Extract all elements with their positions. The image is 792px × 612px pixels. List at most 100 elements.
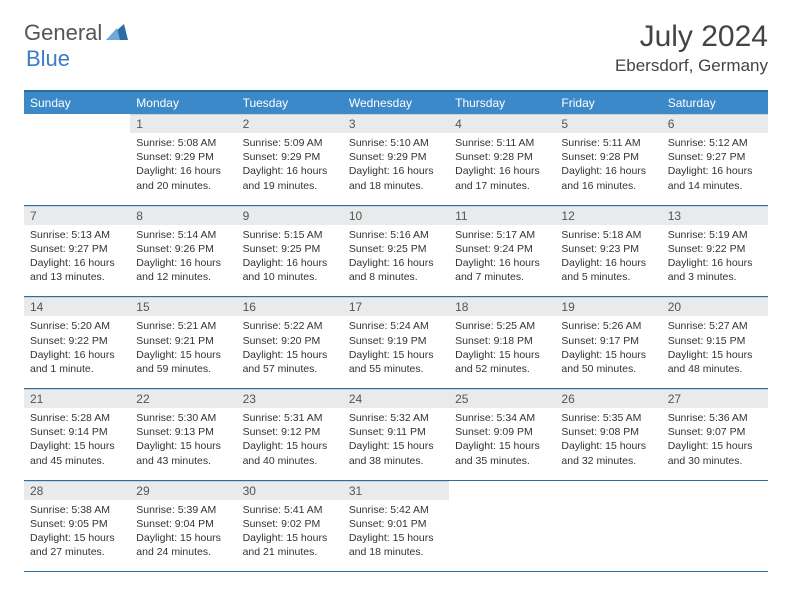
day-details: Sunrise: 5:39 AMSunset: 9:04 PMDaylight:… bbox=[130, 500, 236, 572]
day-details: Sunrise: 5:31 AMSunset: 9:12 PMDaylight:… bbox=[237, 408, 343, 480]
day-number: 30 bbox=[237, 481, 343, 500]
calendar-cell: .. bbox=[555, 480, 661, 572]
day-number: 27 bbox=[662, 389, 768, 408]
calendar-cell: 28Sunrise: 5:38 AMSunset: 9:05 PMDayligh… bbox=[24, 480, 130, 572]
calendar-cell: 16Sunrise: 5:22 AMSunset: 9:20 PMDayligh… bbox=[237, 297, 343, 389]
day-number: 15 bbox=[130, 297, 236, 316]
day-number: 24 bbox=[343, 389, 449, 408]
calendar-cell: .. bbox=[449, 480, 555, 572]
day-number: 19 bbox=[555, 297, 661, 316]
calendar-cell: 21Sunrise: 5:28 AMSunset: 9:14 PMDayligh… bbox=[24, 389, 130, 481]
day-number: 22 bbox=[130, 389, 236, 408]
calendar-cell: 8Sunrise: 5:14 AMSunset: 9:26 PMDaylight… bbox=[130, 205, 236, 297]
calendar-week-row: 28Sunrise: 5:38 AMSunset: 9:05 PMDayligh… bbox=[24, 480, 768, 572]
day-details: Sunrise: 5:42 AMSunset: 9:01 PMDaylight:… bbox=[343, 500, 449, 572]
day-number: 29 bbox=[130, 481, 236, 500]
day-number: 21 bbox=[24, 389, 130, 408]
calendar-cell: 19Sunrise: 5:26 AMSunset: 9:17 PMDayligh… bbox=[555, 297, 661, 389]
day-number: 11 bbox=[449, 206, 555, 225]
calendar-cell: 14Sunrise: 5:20 AMSunset: 9:22 PMDayligh… bbox=[24, 297, 130, 389]
day-number: 31 bbox=[343, 481, 449, 500]
calendar-cell: 20Sunrise: 5:27 AMSunset: 9:15 PMDayligh… bbox=[662, 297, 768, 389]
calendar-week-row: 14Sunrise: 5:20 AMSunset: 9:22 PMDayligh… bbox=[24, 297, 768, 389]
day-details: Sunrise: 5:30 AMSunset: 9:13 PMDaylight:… bbox=[130, 408, 236, 480]
calendar-cell: 11Sunrise: 5:17 AMSunset: 9:24 PMDayligh… bbox=[449, 205, 555, 297]
day-details: Sunrise: 5:28 AMSunset: 9:14 PMDaylight:… bbox=[24, 408, 130, 480]
calendar-cell: 30Sunrise: 5:41 AMSunset: 9:02 PMDayligh… bbox=[237, 480, 343, 572]
location-label: Ebersdorf, Germany bbox=[615, 56, 768, 76]
weekday-header: Tuesday bbox=[237, 91, 343, 114]
page-title: July 2024 bbox=[615, 20, 768, 54]
day-number: 20 bbox=[662, 297, 768, 316]
calendar-cell: 12Sunrise: 5:18 AMSunset: 9:23 PMDayligh… bbox=[555, 205, 661, 297]
calendar-week-row: 7Sunrise: 5:13 AMSunset: 9:27 PMDaylight… bbox=[24, 205, 768, 297]
day-number: 6 bbox=[662, 114, 768, 133]
title-block: July 2024 Ebersdorf, Germany bbox=[615, 20, 768, 76]
day-details: Sunrise: 5:11 AMSunset: 9:28 PMDaylight:… bbox=[449, 133, 555, 205]
calendar-week-row: ..1Sunrise: 5:08 AMSunset: 9:29 PMDaylig… bbox=[24, 114, 768, 205]
day-number: 2 bbox=[237, 114, 343, 133]
calendar-cell: 31Sunrise: 5:42 AMSunset: 9:01 PMDayligh… bbox=[343, 480, 449, 572]
day-details: Sunrise: 5:32 AMSunset: 9:11 PMDaylight:… bbox=[343, 408, 449, 480]
day-details: Sunrise: 5:34 AMSunset: 9:09 PMDaylight:… bbox=[449, 408, 555, 480]
day-details: Sunrise: 5:15 AMSunset: 9:25 PMDaylight:… bbox=[237, 225, 343, 297]
day-details: Sunrise: 5:22 AMSunset: 9:20 PMDaylight:… bbox=[237, 316, 343, 388]
day-number: 26 bbox=[555, 389, 661, 408]
day-number: 12 bbox=[555, 206, 661, 225]
weekday-header: Friday bbox=[555, 91, 661, 114]
day-details: Sunrise: 5:20 AMSunset: 9:22 PMDaylight:… bbox=[24, 316, 130, 388]
day-details: Sunrise: 5:21 AMSunset: 9:21 PMDaylight:… bbox=[130, 316, 236, 388]
day-number: 14 bbox=[24, 297, 130, 316]
calendar-cell: 1Sunrise: 5:08 AMSunset: 9:29 PMDaylight… bbox=[130, 114, 236, 205]
weekday-header: Wednesday bbox=[343, 91, 449, 114]
day-number: 25 bbox=[449, 389, 555, 408]
day-details: Sunrise: 5:16 AMSunset: 9:25 PMDaylight:… bbox=[343, 225, 449, 297]
day-number: 9 bbox=[237, 206, 343, 225]
day-details: Sunrise: 5:14 AMSunset: 9:26 PMDaylight:… bbox=[130, 225, 236, 297]
header: General July 2024 Ebersdorf, Germany bbox=[24, 20, 768, 76]
calendar-cell: 10Sunrise: 5:16 AMSunset: 9:25 PMDayligh… bbox=[343, 205, 449, 297]
day-details: Sunrise: 5:41 AMSunset: 9:02 PMDaylight:… bbox=[237, 500, 343, 572]
day-number: 28 bbox=[24, 481, 130, 500]
calendar-cell: 15Sunrise: 5:21 AMSunset: 9:21 PMDayligh… bbox=[130, 297, 236, 389]
day-number: 1 bbox=[130, 114, 236, 133]
logo-text-general: General bbox=[24, 20, 102, 46]
weekday-header: Monday bbox=[130, 91, 236, 114]
weekday-header-row: Sunday Monday Tuesday Wednesday Thursday… bbox=[24, 91, 768, 114]
day-number: 5 bbox=[555, 114, 661, 133]
day-details: Sunrise: 5:38 AMSunset: 9:05 PMDaylight:… bbox=[24, 500, 130, 572]
calendar-table: Sunday Monday Tuesday Wednesday Thursday… bbox=[24, 90, 768, 572]
logo-text-blue: Blue bbox=[26, 46, 70, 71]
weekday-header: Thursday bbox=[449, 91, 555, 114]
day-details: Sunrise: 5:19 AMSunset: 9:22 PMDaylight:… bbox=[662, 225, 768, 297]
calendar-cell: 22Sunrise: 5:30 AMSunset: 9:13 PMDayligh… bbox=[130, 389, 236, 481]
day-details: Sunrise: 5:09 AMSunset: 9:29 PMDaylight:… bbox=[237, 133, 343, 205]
calendar-cell: 24Sunrise: 5:32 AMSunset: 9:11 PMDayligh… bbox=[343, 389, 449, 481]
day-number: 18 bbox=[449, 297, 555, 316]
weekday-header: Saturday bbox=[662, 91, 768, 114]
day-number: 17 bbox=[343, 297, 449, 316]
calendar-cell: .. bbox=[24, 114, 130, 205]
calendar-cell: 9Sunrise: 5:15 AMSunset: 9:25 PMDaylight… bbox=[237, 205, 343, 297]
day-number: 10 bbox=[343, 206, 449, 225]
day-details: Sunrise: 5:25 AMSunset: 9:18 PMDaylight:… bbox=[449, 316, 555, 388]
day-number: 8 bbox=[130, 206, 236, 225]
day-number: 3 bbox=[343, 114, 449, 133]
day-number: 23 bbox=[237, 389, 343, 408]
day-details: Sunrise: 5:10 AMSunset: 9:29 PMDaylight:… bbox=[343, 133, 449, 205]
calendar-cell: 4Sunrise: 5:11 AMSunset: 9:28 PMDaylight… bbox=[449, 114, 555, 205]
day-number: 16 bbox=[237, 297, 343, 316]
calendar-cell: 27Sunrise: 5:36 AMSunset: 9:07 PMDayligh… bbox=[662, 389, 768, 481]
calendar-cell: 23Sunrise: 5:31 AMSunset: 9:12 PMDayligh… bbox=[237, 389, 343, 481]
day-details: Sunrise: 5:26 AMSunset: 9:17 PMDaylight:… bbox=[555, 316, 661, 388]
calendar-cell: 17Sunrise: 5:24 AMSunset: 9:19 PMDayligh… bbox=[343, 297, 449, 389]
calendar-cell: 25Sunrise: 5:34 AMSunset: 9:09 PMDayligh… bbox=[449, 389, 555, 481]
logo: General bbox=[24, 20, 130, 46]
day-details: Sunrise: 5:27 AMSunset: 9:15 PMDaylight:… bbox=[662, 316, 768, 388]
day-details: Sunrise: 5:17 AMSunset: 9:24 PMDaylight:… bbox=[449, 225, 555, 297]
calendar-cell: 6Sunrise: 5:12 AMSunset: 9:27 PMDaylight… bbox=[662, 114, 768, 205]
weekday-header: Sunday bbox=[24, 91, 130, 114]
day-details: Sunrise: 5:36 AMSunset: 9:07 PMDaylight:… bbox=[662, 408, 768, 480]
day-details: Sunrise: 5:12 AMSunset: 9:27 PMDaylight:… bbox=[662, 133, 768, 205]
calendar-cell: 2Sunrise: 5:09 AMSunset: 9:29 PMDaylight… bbox=[237, 114, 343, 205]
